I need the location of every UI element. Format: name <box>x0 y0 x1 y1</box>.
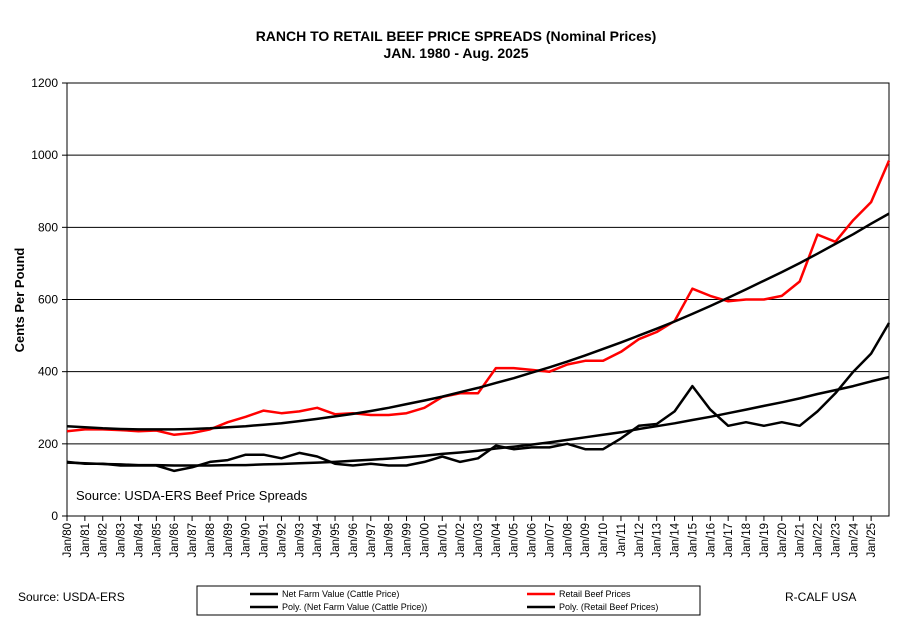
series-line <box>66 322 891 473</box>
legend-box <box>196 585 701 616</box>
x-tick-label: Jan/94 <box>312 522 324 557</box>
x-tick-label: Jan/91 <box>259 523 271 558</box>
x-tick-label: Jan/87 <box>187 523 199 558</box>
x-tick-label: Jan/23 <box>830 523 842 558</box>
x-tick-label: Jan/03 <box>473 523 485 558</box>
x-tick-label: Jan/89 <box>223 523 235 558</box>
x-tick-label: Jan/80 <box>62 523 74 558</box>
x-tick-label: Jan/06 <box>527 523 539 558</box>
x-tick-label: Jan/08 <box>562 523 574 558</box>
y-tick-label: 1000 <box>31 148 58 162</box>
credit: R-CALF USA <box>785 590 856 604</box>
y-tick-label: 400 <box>38 365 58 379</box>
y-tick-label: 600 <box>38 293 58 307</box>
x-tick-label: Jan/19 <box>759 523 771 558</box>
x-tick-label: Jan/99 <box>402 523 414 558</box>
chart-subtitle: JAN. 1980 - Aug. 2025 <box>384 45 529 61</box>
legend-label: Retail Beef Prices <box>559 589 631 599</box>
x-tick-label: Jan/16 <box>705 523 717 558</box>
y-tick-label: 200 <box>38 437 58 451</box>
x-tick-label: Jan/09 <box>580 523 592 558</box>
series-line <box>66 160 891 437</box>
legend-label: Net Farm Value (Cattle Price) <box>282 589 399 599</box>
x-tick-label: Jan/17 <box>723 523 735 558</box>
y-tick-label: 0 <box>51 509 58 523</box>
x-tick-label: Jan/12 <box>634 523 646 558</box>
x-tick-label: Jan/83 <box>116 523 128 558</box>
x-tick-label: Jan/07 <box>544 523 556 558</box>
y-tick-label: 800 <box>38 220 58 234</box>
x-tick-label: Jan/00 <box>419 523 431 558</box>
series-line <box>66 212 890 431</box>
annotation: Source: USDA-ERS Beef Price Spreads <box>76 488 308 503</box>
x-tick-label: Jan/88 <box>205 523 217 558</box>
legend-label: Poly. (Retail Beef Prices) <box>559 602 658 612</box>
x-tick-label: Jan/82 <box>98 523 110 558</box>
x-tick-label: Jan/13 <box>652 523 664 558</box>
x-tick-label: Jan/81 <box>80 523 92 558</box>
x-tick-label: Jan/25 <box>866 523 878 558</box>
legend-label: Poly. (Net Farm Value (Cattle Price)) <box>282 602 427 612</box>
y-tick-label: 1200 <box>31 76 58 90</box>
x-tick-label: Jan/93 <box>294 523 306 558</box>
x-tick-label: Jan/96 <box>348 523 360 558</box>
x-tick-label: Jan/05 <box>509 523 521 558</box>
x-tick-label: Jan/15 <box>687 523 699 558</box>
x-tick-label: Jan/02 <box>455 523 467 558</box>
x-tick-label: Jan/01 <box>437 523 449 558</box>
x-tick-label: Jan/85 <box>151 523 163 558</box>
x-tick-label: Jan/04 <box>491 522 503 557</box>
x-tick-label: Jan/22 <box>813 523 825 558</box>
x-tick-label: Jan/14 <box>670 522 682 557</box>
x-tick-label: Jan/86 <box>169 523 181 558</box>
x-tick-label: Jan/24 <box>848 522 860 557</box>
x-tick-label: Jan/97 <box>366 523 378 558</box>
x-tick-label: Jan/92 <box>276 523 288 558</box>
x-tick-label: Jan/98 <box>384 523 396 558</box>
x-tick-label: Jan/18 <box>741 523 753 558</box>
series-line <box>66 375 890 467</box>
x-tick-label: Jan/21 <box>795 523 807 558</box>
x-tick-label: Jan/90 <box>241 523 253 558</box>
y-axis-label: Cents Per Pound <box>12 248 27 353</box>
x-tick-label: Jan/20 <box>777 523 789 558</box>
chart-title: RANCH TO RETAIL BEEF PRICE SPREADS (Nomi… <box>256 28 657 44</box>
x-tick-label: Jan/95 <box>330 523 342 558</box>
x-tick-label: Jan/11 <box>616 523 628 557</box>
x-tick-label: Jan/84 <box>133 522 145 557</box>
x-tick-label: Jan/10 <box>598 523 610 558</box>
source: Source: USDA-ERS <box>18 590 125 604</box>
